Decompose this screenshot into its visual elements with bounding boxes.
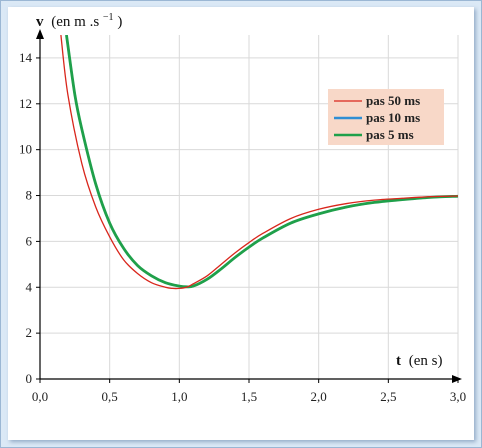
y-axis-unit: (en m .s [51, 14, 99, 30]
x-tick-label: 1,5 [241, 389, 257, 404]
x-tick-label: 0,0 [32, 389, 48, 404]
legend-entry-1: pas 50 ms [334, 93, 420, 108]
legend-label-1: pas 50 ms [366, 93, 420, 108]
x-tick-label: 2,0 [311, 389, 327, 404]
x-tick-label: 0,5 [102, 389, 118, 404]
plot-panel: 0,0 0,5 1,0 1,5 2,0 2,5 3,0 0 2 4 6 8 10 12 14 v (en m… [8, 7, 474, 440]
legend: pas 50 ms pas 10 ms pas 5 ms [328, 89, 444, 145]
x-axis-arrow [452, 375, 462, 383]
y-tick-label: 6 [26, 233, 33, 248]
y-axis-unit-exponent: −1 [103, 12, 114, 23]
axes [36, 29, 462, 383]
grid-lines [40, 35, 459, 379]
x-tick-label: 3,0 [450, 389, 466, 404]
x-tick-label: 1,0 [171, 389, 187, 404]
y-tick-label: 10 [19, 142, 32, 157]
legend-entry-3: pas 5 ms [334, 127, 414, 142]
y-axis-label: v (en m .s −1 ) [36, 8, 122, 30]
data-series [60, 35, 458, 290]
y-axis-variable: v [36, 14, 44, 30]
x-axis-label: t (en s) [396, 353, 443, 369]
legend-label-3: pas 5 ms [366, 127, 414, 142]
x-axis-variable: t [396, 353, 401, 369]
y-tick-label: 0 [26, 371, 33, 386]
series-line-1 [60, 35, 458, 290]
series-line-3 [65, 35, 458, 289]
y-tick-label: 2 [26, 325, 33, 340]
legend-label-2: pas 10 ms [366, 110, 420, 125]
tick-labels: 0,0 0,5 1,0 1,5 2,0 2,5 3,0 0 2 4 6 8 10 12 14 [19, 50, 466, 404]
velocity-chart: 0,0 0,5 1,0 1,5 2,0 2,5 3,0 0 2 4 6 8 10 12 14 v (en m… [19, 8, 466, 404]
x-axis-unit: (en s) [409, 353, 443, 369]
x-tick-label: 2,5 [380, 389, 396, 404]
y-axis-arrow [36, 29, 44, 39]
legend-entry-2: pas 10 ms [334, 110, 420, 125]
y-tick-label: 14 [19, 50, 33, 65]
y-tick-label: 8 [26, 188, 33, 203]
y-tick-label: 4 [26, 279, 33, 294]
y-tick-label: 12 [19, 96, 32, 111]
y-axis-unit-close: ) [117, 14, 122, 30]
